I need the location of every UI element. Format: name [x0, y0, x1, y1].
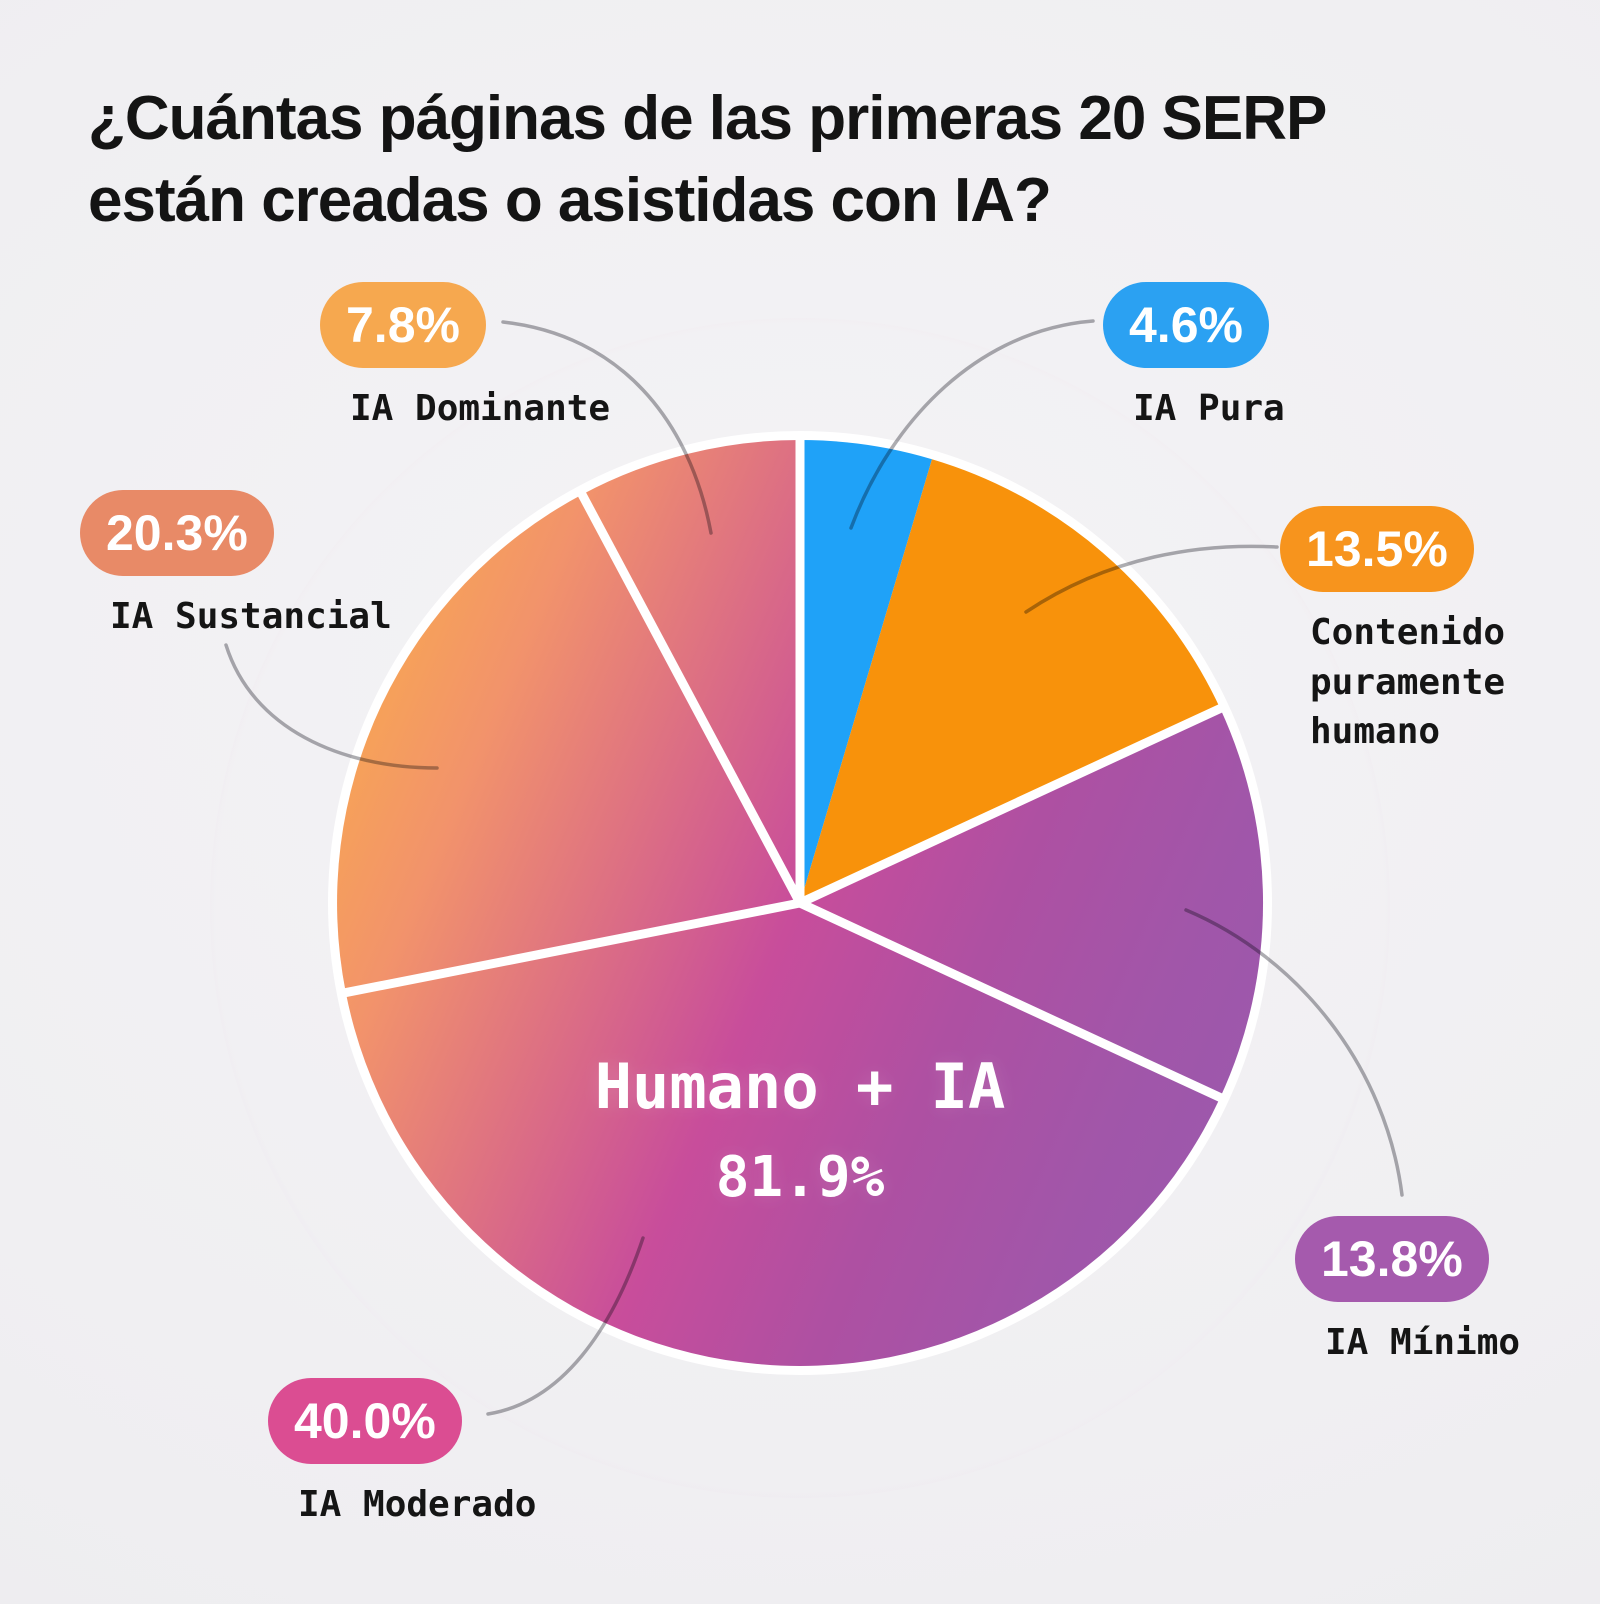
pie-slice-2: [800, 708, 1264, 1098]
label-ia-moderado: IA Moderado: [298, 1484, 537, 1525]
label-ia-sustancial: IA Sustancial: [110, 596, 392, 637]
callout-ia-minimo: 13.8% IA Mínimo: [1295, 1216, 1520, 1368]
callout-ia-pura: 4.6% IA Pura: [1103, 282, 1285, 434]
badge-ia-minimo: 13.8%: [1295, 1216, 1489, 1302]
leader-lines: [224, 319, 1404, 1416]
slice-separator-3: [798, 898, 1227, 1104]
pie-slice-4: [337, 494, 800, 993]
pie-slice-1: [800, 459, 1221, 903]
leader-line-ia-dominante: [501, 320, 713, 535]
leader-line-ia-minimo: [1184, 908, 1404, 1197]
label-ia-minimo: IA Mínimo: [1325, 1322, 1521, 1363]
label-ia-dominante: IA Dominante: [350, 388, 611, 429]
label-contenido-humano: Contenido puramente humano: [1310, 612, 1506, 753]
leader-line-contenido: [1024, 544, 1279, 614]
badge-ia-pura: 4.6%: [1103, 282, 1269, 368]
callout-ia-moderado: 40.0% IA Moderado: [268, 1378, 536, 1530]
pie-slice-0: [800, 440, 932, 903]
badge-contenido-humano: 13.5%: [1280, 506, 1474, 592]
callout-contenido-humano: 13.5% Contenido puramente humano: [1280, 506, 1525, 757]
pie-slice-5: [582, 440, 800, 903]
leader-line-ia-pura: [849, 319, 1095, 530]
pie-slices: [328, 431, 1272, 1375]
callout-ia-sustancial: 20.3% IA Sustancial: [80, 490, 392, 642]
slice-separator-4: [339, 898, 801, 999]
label-ia-pura: IA Pura: [1133, 388, 1285, 429]
callout-ia-dominante: 7.8% IA Dominante: [320, 282, 610, 434]
badge-ia-moderado: 40.0%: [268, 1378, 462, 1464]
badge-ia-dominante: 7.8%: [320, 282, 486, 368]
leader-line-ia-moderado: [486, 1236, 645, 1416]
slice-separator-5: [575, 487, 804, 906]
badge-ia-sustancial: 20.3%: [80, 490, 274, 576]
leader-line-ia-sustancial: [224, 643, 439, 770]
slice-separator-2: [798, 702, 1227, 908]
pie-slice-3: [345, 903, 1221, 1366]
chart-title: ¿Cuántas páginas de las primeras 20 SERP…: [88, 84, 1327, 236]
